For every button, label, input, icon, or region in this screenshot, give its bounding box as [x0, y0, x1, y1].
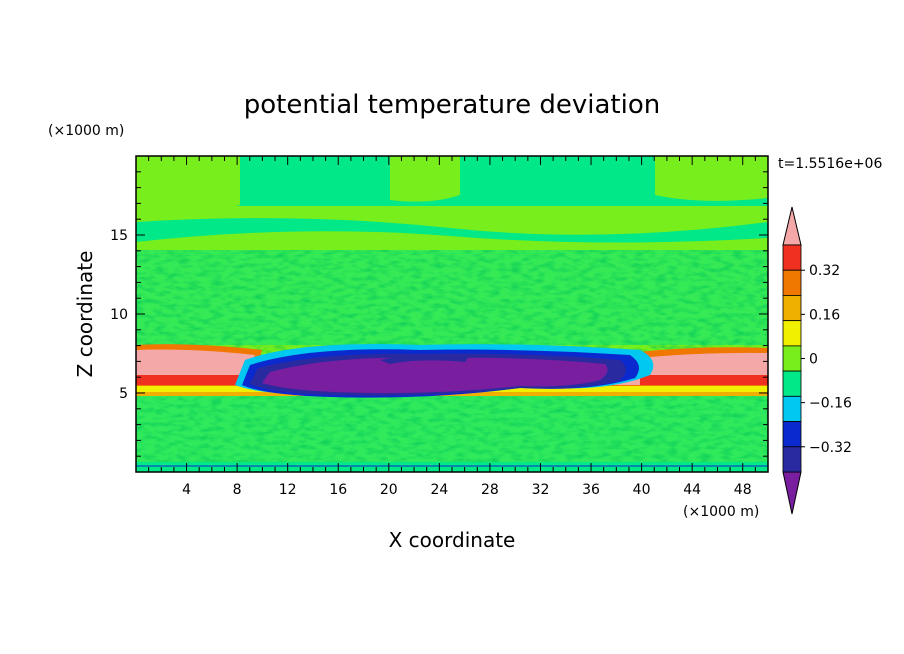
x-axis-label: X coordinate [389, 528, 516, 552]
x-tick-label: 12 [279, 482, 297, 498]
x-tick-label: 16 [329, 482, 347, 498]
colorbar-swatch [782, 269, 802, 296]
x-tick-label: 20 [380, 482, 398, 498]
surface-streak [136, 465, 768, 467]
colorbar-label: −0.16 [809, 396, 852, 412]
y-axis-label: Z coordinate [73, 251, 97, 378]
colorbar-swatch [782, 395, 802, 422]
colorbar-lower-arrow [782, 471, 802, 515]
colorbar-label: 0.16 [809, 307, 840, 323]
x-tick-label: 36 [582, 482, 600, 498]
colorbar-swatch [782, 370, 802, 397]
y-tick-label: 10 [110, 307, 128, 323]
colorbar-swatch [782, 446, 802, 473]
colorbar-upper-arrow [782, 206, 802, 246]
colorbar-label: 0.32 [809, 263, 840, 279]
chart-title: potential temperature deviation [244, 90, 660, 120]
y-tick-label: 15 [110, 228, 128, 244]
colorbar-swatch [782, 345, 802, 372]
x-axis-ticks: 4 8 12 16 20 24 28 32 36 40 44 48 [148, 156, 756, 498]
y-axis-ticks: 5 10 15 [110, 171, 768, 457]
colorbar-label: 0 [809, 352, 818, 368]
colorbar-label: −0.32 [809, 440, 852, 456]
colorbar-swatch [782, 295, 802, 322]
y-tick-label: 5 [119, 386, 128, 402]
cold-pool [235, 344, 654, 398]
plot-area [136, 156, 768, 472]
x-tick-label: 40 [633, 482, 651, 498]
time-label: t=1.5516e+06 [778, 156, 882, 172]
x-tick-label: 48 [734, 482, 752, 498]
x-tick-label: 24 [430, 482, 448, 498]
colorbar-swatch [782, 421, 802, 448]
x-unit-label: (×1000 m) [683, 504, 759, 520]
x-tick-label: 4 [182, 482, 191, 498]
y-unit-label: (×1000 m) [48, 123, 124, 139]
x-tick-label: 8 [233, 482, 242, 498]
colorbar-swatch [782, 244, 802, 271]
colorbar-swatch [782, 320, 802, 347]
x-tick-label: 28 [481, 482, 499, 498]
colorbar: 0.32 0.16 0 −0.16 −0.32 [782, 206, 852, 515]
x-tick-label: 32 [532, 482, 550, 498]
x-tick-label: 44 [683, 482, 701, 498]
